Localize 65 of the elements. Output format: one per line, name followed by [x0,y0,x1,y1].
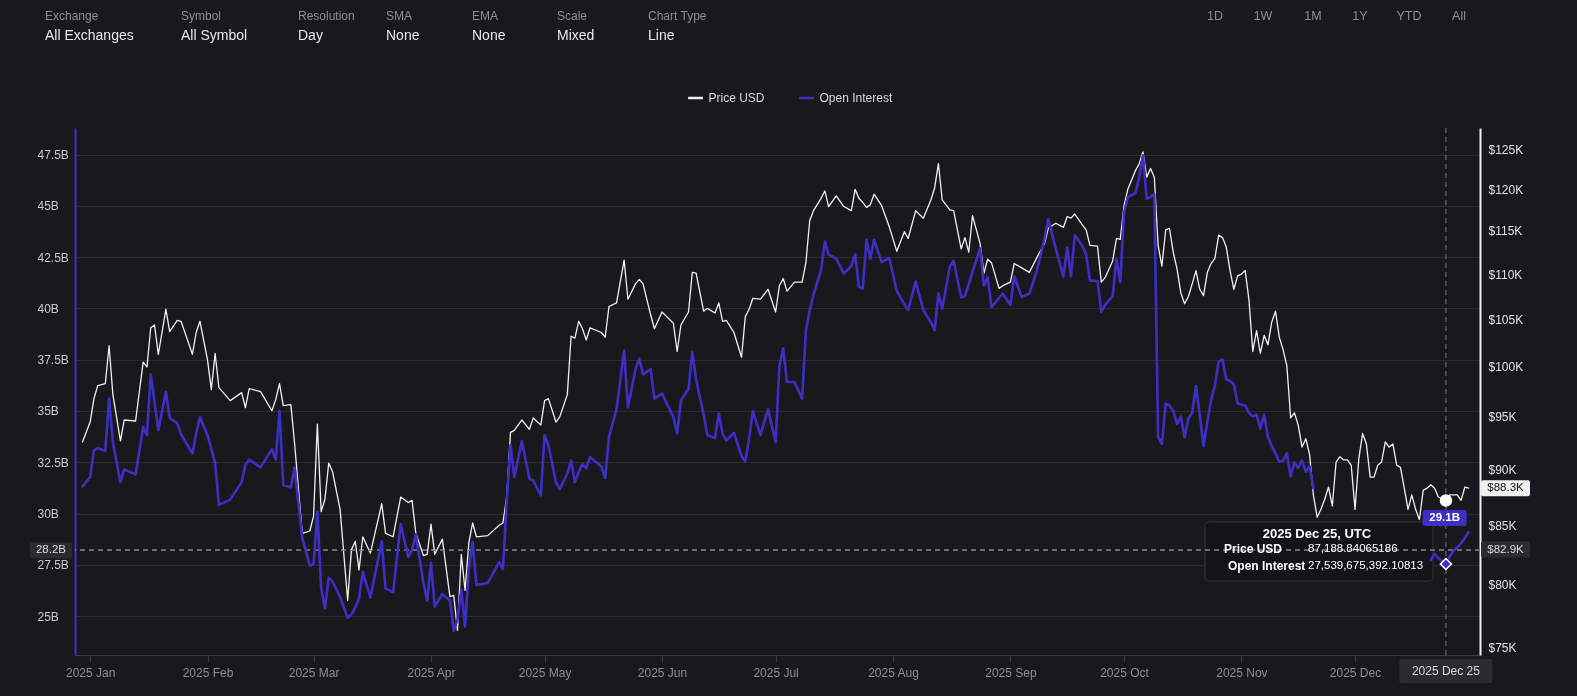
text: None [386,27,420,43]
annotation: 27,539,675,392.10813 [1308,559,1424,571]
x-tick-label: 2025 Oct [1100,665,1150,680]
y2-tick-label: $115K [1488,224,1523,239]
text: Exchange [45,9,99,23]
y-tick-label: 47.5B [37,148,69,163]
y2-tick-label: $110K [1488,267,1523,282]
y-tick-label: 45B [37,199,59,214]
text: Day [298,27,323,43]
text: EMA [472,9,499,23]
y2-tick-label: $120K [1488,182,1524,197]
text: Line [648,27,675,43]
text: 1D [1207,9,1223,23]
y-tick-label: 32.5B [37,455,69,470]
legend-label: Open Interest [819,91,893,105]
text: Chart Type [648,9,707,23]
x-tick-label: 2025 Sep [985,665,1037,680]
text: 1W [1253,9,1273,23]
annotation: Price USD [1224,542,1283,556]
y-tick-label: 30B [37,507,59,522]
text: 1Y [1352,9,1369,23]
text: Resolution [298,9,355,23]
x-tick-label: 2025 Feb [182,665,234,680]
ref-line-label: 2025 Dec 25 [1411,664,1481,678]
x-tick-label: 2025 Mar [288,665,340,680]
y2-tick-label: $95K [1488,410,1517,425]
annotation: Open Interest [1228,559,1306,573]
x-tick-label: 2025 May [518,665,572,680]
y-tick-label: 25B [37,609,59,624]
text: Mixed [557,27,595,43]
data-label: 29.1B [1429,510,1460,523]
x-tick-label: 2025 Apr [407,665,456,680]
annotation: 87,188.84065186 [1308,542,1398,554]
y-tick-label: 40B [37,301,59,316]
text: 1M [1304,9,1322,23]
text: YTD [1396,9,1422,23]
x-tick-label: 2025 Aug [868,665,919,680]
text: Scale [557,9,588,23]
x-tick-label: 2025 Jun [637,665,688,680]
text: None [472,27,506,43]
y2-tick-label: $90K [1488,463,1517,478]
text: SMA [386,9,413,23]
text: All Symbol [181,27,248,43]
x-tick-label: 2025 Jan [65,665,116,680]
x-tick-label: 2025 Nov [1216,665,1268,680]
ref-line-label: 28.2B [35,543,67,556]
annotation: 2025 Dec 25, UTC [1262,526,1372,541]
y2-tick-label: $125K [1488,143,1524,158]
data-label: $88.3K [1487,481,1525,494]
ref-line-label: $82.9K [1487,542,1525,555]
y-tick-label: 27.5B [37,558,69,573]
text: Symbol [181,9,222,23]
y2-tick-label: $75K [1488,640,1517,655]
text: All Exchanges [45,27,134,43]
y2-tick-label: $80K [1488,577,1517,592]
x-tick-label: 2025 Jul [753,665,799,680]
y2-tick-label: $100K [1488,360,1524,375]
x-tick-label: 2025 Dec [1329,665,1382,680]
y2-tick-label: $105K [1488,312,1524,327]
y-tick-label: 37.5B [37,353,69,368]
text: All [1452,9,1466,23]
y2-tick-label: $85K [1488,518,1517,533]
y-tick-label: 35B [37,404,59,419]
y-tick-label: 42.5B [37,250,69,265]
legend-label: Price USD [708,91,765,105]
